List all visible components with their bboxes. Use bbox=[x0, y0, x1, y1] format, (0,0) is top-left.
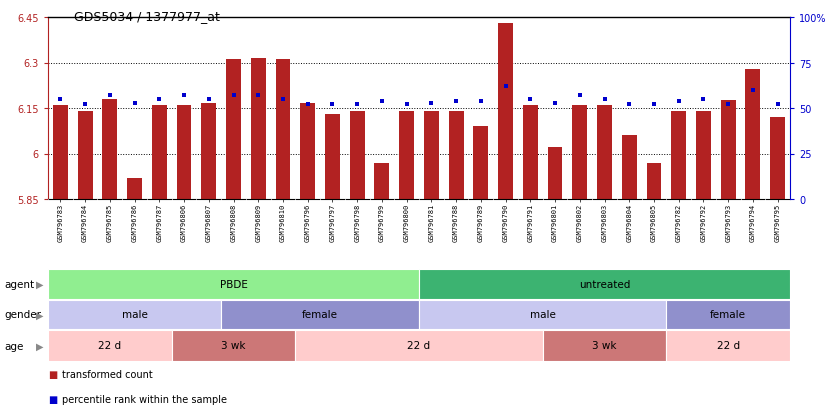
Bar bbox=[721, 101, 736, 199]
Text: GSM796797: GSM796797 bbox=[330, 203, 335, 241]
Bar bbox=[221, 300, 419, 329]
Bar bbox=[276, 60, 291, 199]
Text: age: age bbox=[4, 341, 23, 351]
Bar bbox=[424, 112, 439, 199]
Text: 3 wk: 3 wk bbox=[592, 341, 617, 351]
Text: GSM796788: GSM796788 bbox=[453, 203, 459, 241]
Text: GSM796802: GSM796802 bbox=[577, 203, 583, 241]
Text: ■: ■ bbox=[48, 369, 57, 379]
Bar bbox=[102, 100, 117, 199]
Text: GSM796783: GSM796783 bbox=[57, 203, 64, 241]
Text: female: female bbox=[710, 310, 746, 320]
Text: GSM796800: GSM796800 bbox=[404, 203, 410, 241]
Text: 22 d: 22 d bbox=[98, 341, 121, 351]
Bar bbox=[296, 330, 543, 361]
Bar bbox=[473, 127, 488, 199]
Text: GSM796796: GSM796796 bbox=[305, 203, 311, 241]
Bar bbox=[152, 106, 167, 199]
Bar bbox=[53, 106, 68, 199]
Text: GSM796785: GSM796785 bbox=[107, 203, 113, 241]
Text: GSM796810: GSM796810 bbox=[280, 203, 286, 241]
Text: GSM796807: GSM796807 bbox=[206, 203, 211, 241]
Bar bbox=[696, 112, 711, 199]
Text: 22 d: 22 d bbox=[407, 341, 430, 351]
Text: 3 wk: 3 wk bbox=[221, 341, 246, 351]
Bar bbox=[449, 112, 463, 199]
Text: GSM796782: GSM796782 bbox=[676, 203, 681, 241]
Text: GSM796787: GSM796787 bbox=[156, 203, 162, 241]
Text: male: male bbox=[529, 310, 556, 320]
Bar bbox=[177, 106, 192, 199]
Text: GSM796794: GSM796794 bbox=[750, 203, 756, 241]
Text: GSM796793: GSM796793 bbox=[725, 203, 731, 241]
Text: female: female bbox=[302, 310, 338, 320]
Text: ▶: ▶ bbox=[36, 279, 44, 289]
Text: untreated: untreated bbox=[579, 279, 630, 289]
Text: GSM796801: GSM796801 bbox=[552, 203, 558, 241]
Bar bbox=[325, 115, 339, 199]
Bar bbox=[48, 330, 172, 361]
Text: male: male bbox=[121, 310, 148, 320]
Bar bbox=[622, 136, 637, 199]
Bar bbox=[746, 69, 760, 199]
Bar bbox=[498, 24, 513, 199]
Text: transformed count: transformed count bbox=[62, 369, 153, 379]
Text: GSM796809: GSM796809 bbox=[255, 203, 261, 241]
Text: GSM796808: GSM796808 bbox=[230, 203, 236, 241]
Bar bbox=[399, 112, 414, 199]
Bar bbox=[251, 59, 266, 199]
Text: GSM796799: GSM796799 bbox=[379, 203, 385, 241]
Text: GSM796792: GSM796792 bbox=[700, 203, 706, 241]
Text: 22 d: 22 d bbox=[717, 341, 740, 351]
Bar bbox=[572, 106, 587, 199]
Text: GSM796795: GSM796795 bbox=[775, 203, 781, 241]
Bar bbox=[770, 118, 785, 199]
Text: GSM796798: GSM796798 bbox=[354, 203, 360, 241]
Bar bbox=[172, 330, 296, 361]
Bar bbox=[48, 269, 419, 299]
Bar bbox=[127, 178, 142, 199]
Bar bbox=[543, 330, 667, 361]
Bar bbox=[419, 300, 667, 329]
Text: GSM796805: GSM796805 bbox=[651, 203, 657, 241]
Bar bbox=[48, 300, 221, 329]
Text: ▶: ▶ bbox=[36, 310, 44, 320]
Text: gender: gender bbox=[4, 310, 41, 320]
Bar bbox=[78, 112, 93, 199]
Text: GSM796786: GSM796786 bbox=[131, 203, 138, 241]
Bar bbox=[523, 106, 538, 199]
Text: percentile rank within the sample: percentile rank within the sample bbox=[62, 394, 227, 404]
Bar bbox=[226, 60, 241, 199]
Text: ■: ■ bbox=[48, 394, 57, 404]
Text: GSM796791: GSM796791 bbox=[527, 203, 534, 241]
Text: GDS5034 / 1377977_at: GDS5034 / 1377977_at bbox=[74, 10, 221, 23]
Bar bbox=[667, 300, 790, 329]
Text: GSM796790: GSM796790 bbox=[502, 203, 509, 241]
Text: agent: agent bbox=[4, 279, 34, 289]
Bar bbox=[548, 148, 563, 199]
Text: PBDE: PBDE bbox=[220, 279, 248, 289]
Bar bbox=[597, 106, 612, 199]
Text: ▶: ▶ bbox=[36, 341, 44, 351]
Text: GSM796804: GSM796804 bbox=[626, 203, 632, 241]
Text: GSM796784: GSM796784 bbox=[82, 203, 88, 241]
Text: GSM796803: GSM796803 bbox=[601, 203, 607, 241]
Bar bbox=[202, 104, 216, 199]
Bar bbox=[419, 269, 790, 299]
Bar bbox=[667, 330, 790, 361]
Bar bbox=[672, 112, 686, 199]
Bar bbox=[349, 112, 364, 199]
Bar bbox=[647, 163, 662, 199]
Text: GSM796806: GSM796806 bbox=[181, 203, 187, 241]
Bar bbox=[374, 163, 389, 199]
Text: GSM796781: GSM796781 bbox=[429, 203, 434, 241]
Text: GSM796789: GSM796789 bbox=[477, 203, 484, 241]
Bar bbox=[301, 104, 316, 199]
